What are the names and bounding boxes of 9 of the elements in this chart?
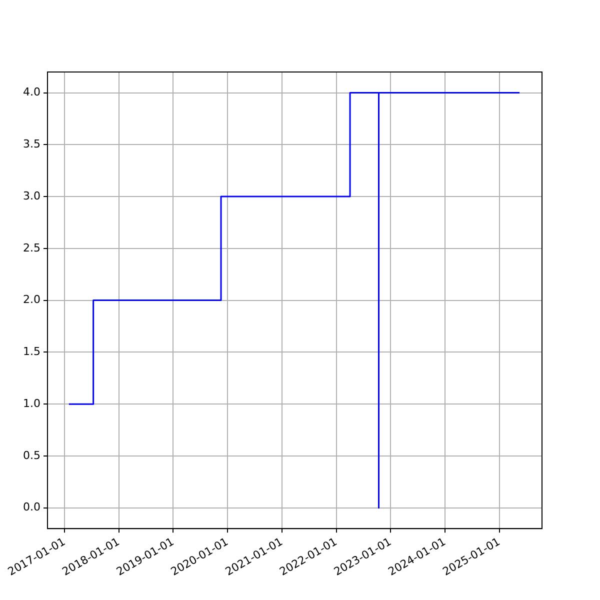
y-tick-label: 3.5 xyxy=(22,138,40,150)
y-tick-label: 4.0 xyxy=(22,86,40,99)
y-tick-label: 1.5 xyxy=(22,345,40,358)
y-tick-label: 0.0 xyxy=(22,500,40,514)
y-tick-label: 0.5 xyxy=(22,448,40,462)
y-tick-label: 2.0 xyxy=(22,293,40,306)
y-tick-label: 2.5 xyxy=(22,241,40,254)
y-tick-label: 1.0 xyxy=(22,396,40,410)
y-tick-label: 3.0 xyxy=(22,189,40,202)
